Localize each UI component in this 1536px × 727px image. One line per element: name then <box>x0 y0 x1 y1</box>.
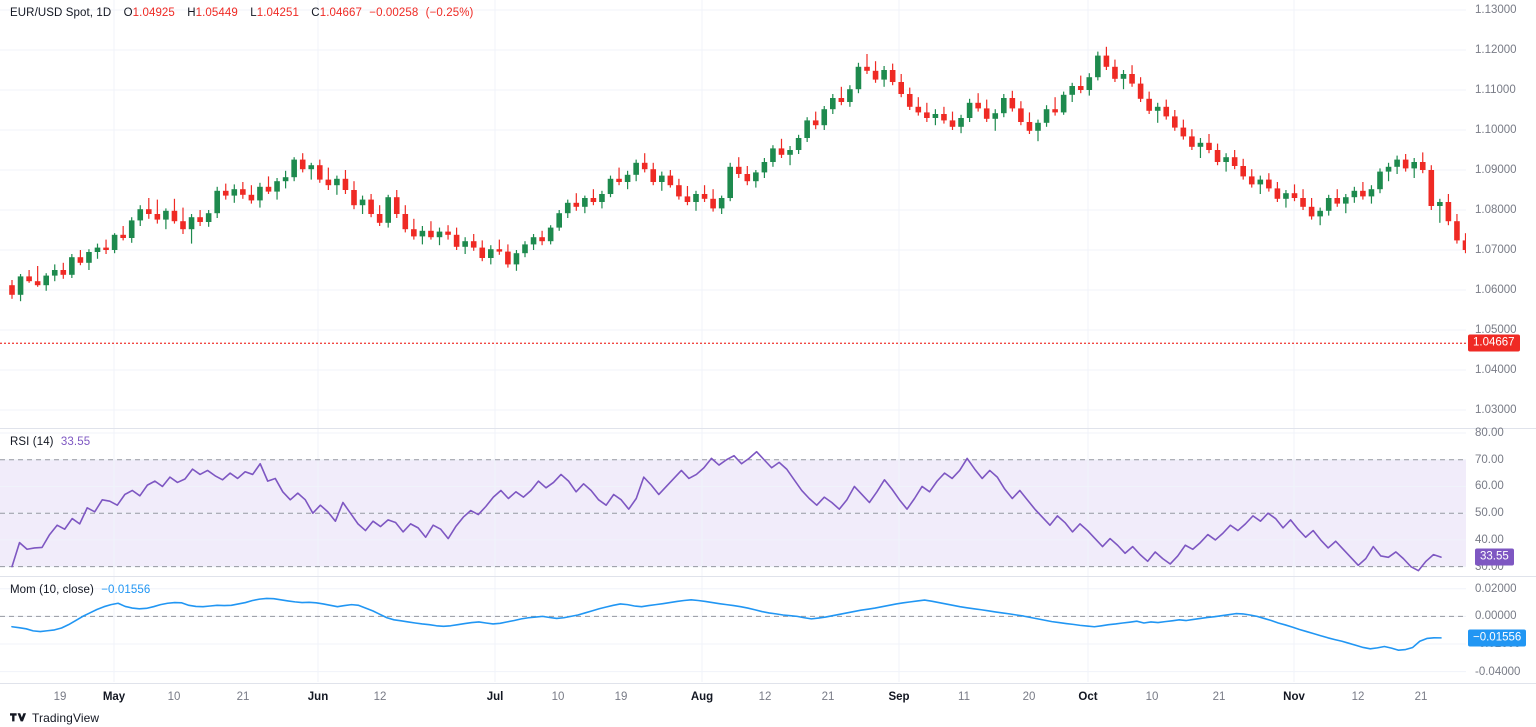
price-tick-1.12000: 1.12000 <box>1475 44 1517 56</box>
time-tick-11: 11 <box>958 691 970 703</box>
change-value: −0.00258 <box>369 7 419 19</box>
momentum-name[interactable]: Mom (10, close) <box>10 584 94 596</box>
pane-divider-price-rsi[interactable] <box>0 428 1536 429</box>
momentum-value: −0.01556 <box>101 584 151 596</box>
time-tick-19: 19 <box>53 691 67 703</box>
time-axis[interactable]: 19 May 10 21 Jun 12 Jul 10 19 Aug 12 21 Sep 11 20 Oct 10… <box>0 683 1536 709</box>
high-value: 1.05449 <box>195 7 238 19</box>
time-tick-May: May <box>102 691 126 703</box>
price-tick-1.08000: 1.08000 <box>1475 204 1517 216</box>
current-price-badge[interactable]: 1.04667 <box>1468 334 1520 352</box>
time-tick-21: 21 <box>1212 691 1226 703</box>
time-tick-10: 10 <box>1145 691 1159 703</box>
price-tick-1.13000: 1.13000 <box>1475 4 1517 16</box>
time-tick-Sep: Sep <box>888 691 910 703</box>
time-tick-Nov: Nov <box>1283 691 1305 703</box>
time-tick-10: 10 <box>551 691 565 703</box>
change-percent: (−0.25%) <box>425 7 474 19</box>
price-legend: EUR/USD Spot, 1D O1.04925 H1.05449 L1.04… <box>10 7 473 19</box>
price-axis[interactable]: 1.13000 1.12000 1.11000 1.10000 1.09000 1.080… <box>1466 0 1536 428</box>
footer: TradingView <box>0 709 1536 727</box>
price-tick-1.10000: 1.10000 <box>1475 124 1517 136</box>
momentum-tick-0: 0.02000 <box>1475 582 1517 595</box>
time-tick-Oct: Oct <box>1078 691 1098 703</box>
time-tick-21: 21 <box>821 691 835 703</box>
rsi-value-badge[interactable]: 33.55 <box>1475 548 1514 566</box>
price-plot-area[interactable] <box>0 0 1536 428</box>
rsi-pane[interactable]: RSI (14) 33.55 <box>0 429 1466 576</box>
price-tick-1.05000: 1.05000 <box>1475 324 1517 336</box>
time-tick-21: 21 <box>236 691 250 703</box>
price-tick-1.06000: 1.06000 <box>1475 284 1517 296</box>
rsi-plot-area[interactable] <box>0 429 1466 576</box>
time-tick-12: 12 <box>373 691 387 703</box>
price-tick-1.11000: 1.11000 <box>1475 84 1516 96</box>
momentum-tick-1: 0.00000 <box>1475 610 1517 623</box>
momentum-value-badge[interactable]: −0.01556 <box>1468 629 1527 647</box>
rsi-value: 33.55 <box>60 436 91 448</box>
momentum-pane[interactable]: Mom (10, close) −0.01556 <box>0 577 1466 682</box>
open-value: 1.04925 <box>132 7 175 19</box>
price-tick-1.07000: 1.07000 <box>1475 244 1517 256</box>
open-label: O <box>123 7 133 19</box>
time-tick-12: 12 <box>758 691 772 703</box>
rsi-axis[interactable]: 80.00 70.00 60.00 50.00 40.00 30.00 33.55 <box>1466 427 1536 576</box>
symbol-label[interactable]: EUR/USD Spot, 1D <box>10 7 112 19</box>
price-pane[interactable]: EUR/USD Spot, 1D O1.04925 H1.05449 L1.04… <box>0 0 1536 428</box>
high-label: H <box>187 7 196 19</box>
rsi-tick-60.00: 60.00 <box>1475 480 1504 493</box>
low-label: L <box>250 7 257 19</box>
rsi-tick-40.00: 40.00 <box>1475 533 1504 546</box>
pane-divider-rsi-mom[interactable] <box>0 576 1536 577</box>
close-label: C <box>311 7 320 19</box>
tradingview-wordmark: TradingView <box>32 711 100 725</box>
rsi-legend: RSI (14) 33.55 <box>10 436 90 448</box>
rsi-tick-70.00: 70.00 <box>1475 453 1504 466</box>
momentum-legend: Mom (10, close) −0.01556 <box>10 584 150 596</box>
time-tick-Jul: Jul <box>486 691 504 703</box>
tradingview-mark-icon <box>10 712 27 721</box>
price-tick-1.04000: 1.04000 <box>1475 364 1517 376</box>
time-tick-Jun: Jun <box>307 691 329 703</box>
time-tick-10: 10 <box>167 691 181 703</box>
price-tick-1.03000: 1.03000 <box>1475 404 1517 416</box>
price-tick-1.09000: 1.09000 <box>1475 164 1517 176</box>
time-tick-Aug: Aug <box>690 691 714 703</box>
time-tick-12: 12 <box>1351 691 1365 703</box>
time-tick-21: 21 <box>1414 691 1428 703</box>
momentum-plot-area[interactable] <box>0 577 1466 682</box>
rsi-name[interactable]: RSI (14) <box>10 436 54 448</box>
time-tick-19: 19 <box>614 691 628 703</box>
momentum-tick-3: -0.04000 <box>1475 665 1521 678</box>
rsi-tick-50.00: 50.00 <box>1475 507 1504 520</box>
low-value: 1.04251 <box>256 7 299 19</box>
rsi-tick-80.00: 80.00 <box>1475 427 1504 439</box>
time-tick-20: 20 <box>1022 691 1036 703</box>
close-value: 1.04667 <box>319 7 362 19</box>
tradingview-logo[interactable]: TradingView <box>10 711 99 725</box>
